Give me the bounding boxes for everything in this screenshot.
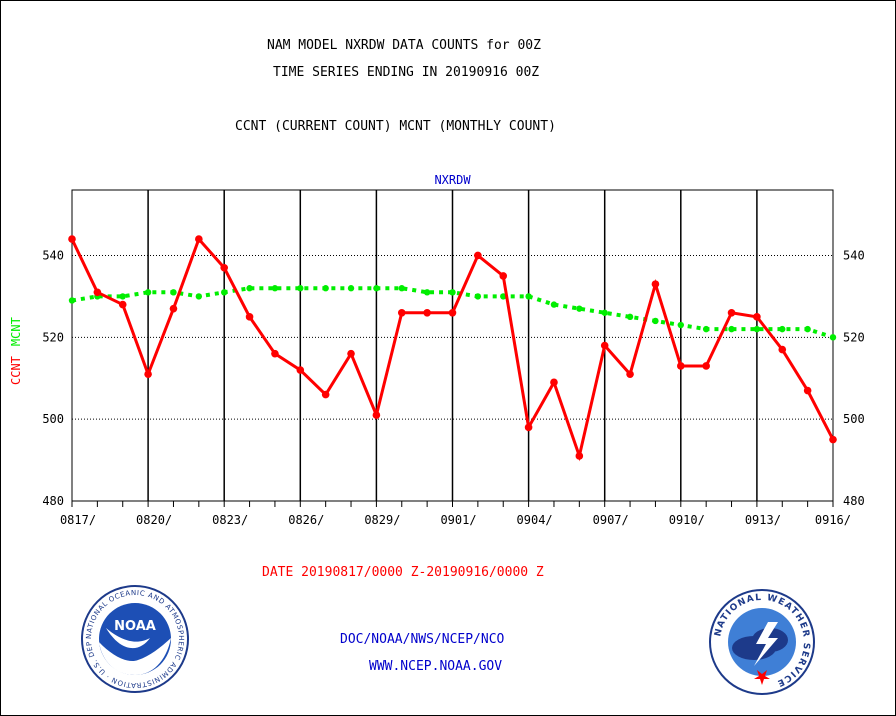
mcnt-point <box>804 325 811 333</box>
mcnt-point <box>221 289 228 296</box>
ccnt-point <box>524 423 533 432</box>
ccnt-point <box>271 349 279 358</box>
ccnt-point <box>778 345 787 354</box>
mcnt-point <box>550 301 558 308</box>
mcnt-point <box>500 293 507 300</box>
ccnt-point <box>499 272 508 280</box>
y-tick-label-right: 540 <box>843 248 865 262</box>
x-tick-label: 0910/ <box>669 513 705 527</box>
x-tick-label: 0904/ <box>517 513 553 527</box>
ccnt-point <box>296 366 305 374</box>
y-axis-label: CCNT MCNT <box>9 317 23 385</box>
ccnt-point <box>600 341 609 350</box>
ccnt-point <box>474 251 482 260</box>
mcnt-point <box>525 293 532 300</box>
x-tick-label: 0826/ <box>288 513 324 527</box>
mcnt-point <box>652 317 659 325</box>
ccnt-point <box>93 288 102 297</box>
ccnt-point <box>575 452 584 460</box>
ccnt-point <box>448 308 457 317</box>
mcnt-point <box>68 297 76 304</box>
ccnt-point <box>397 308 406 317</box>
ccnt-point <box>321 390 330 399</box>
y-tick-label-left: 500 <box>42 412 64 426</box>
ccnt-point <box>829 435 837 444</box>
ccnt-point <box>68 235 76 243</box>
y-tick-label-right: 500 <box>843 412 865 426</box>
ccnt-point <box>753 313 761 321</box>
ccnt-point <box>144 370 152 378</box>
mcnt-point <box>322 285 329 292</box>
ccnt-point <box>626 370 634 378</box>
nws-logo: NATIONAL WEATHER SERVICE <box>709 589 815 695</box>
mcnt-point <box>779 325 786 333</box>
y-axis-label-ccnt: CCNT <box>9 356 23 385</box>
x-tick-label: 0901/ <box>440 513 476 527</box>
chart-subtitle: CCNT (CURRENT COUNT) MCNT (MONTHLY COUNT… <box>235 119 556 134</box>
ccnt-point <box>347 349 355 358</box>
chart-title-line2: TIME SERIES ENDING IN 20190916 00Z <box>273 65 540 80</box>
ccnt-point <box>245 313 254 321</box>
noaa-logo: NATIONAL OCEANIC AND ATMOSPHERIC ADMINIS… <box>80 584 189 693</box>
ccnt-point <box>702 362 710 370</box>
ccnt-point <box>677 362 685 370</box>
mcnt-point <box>398 285 405 292</box>
mcnt-point <box>347 285 355 292</box>
x-tick-label: 0829/ <box>364 513 400 527</box>
x-tick-label: 0823/ <box>212 513 248 527</box>
y-tick-label-left: 520 <box>42 330 64 344</box>
ccnt-point <box>169 304 178 313</box>
ccnt-point <box>220 263 228 272</box>
x-tick-label: 0907/ <box>593 513 629 527</box>
y-tick-label-right: 520 <box>843 330 865 344</box>
date-range-label: DATE 20190817/0000 Z-20190916/0000 Z <box>262 565 544 580</box>
ccnt-point <box>550 378 558 387</box>
y-axis-label-mcnt: MCNT <box>9 317 23 346</box>
ccnt-point <box>195 235 203 243</box>
mcnt-point <box>449 289 456 296</box>
ccnt-point <box>423 308 431 317</box>
x-tick-label: 0916/ <box>815 513 851 527</box>
x-tick-label: 0913/ <box>745 513 781 527</box>
chart-title-line1: NAM MODEL NXRDW DATA COUNTS for 00Z <box>267 38 541 53</box>
mcnt-point <box>626 313 634 321</box>
mcnt-point <box>271 285 279 292</box>
mcnt-point <box>728 325 735 333</box>
y-tick-label-left: 480 <box>42 494 64 508</box>
mcnt-point <box>297 285 304 292</box>
mcnt-point <box>246 285 253 292</box>
mcnt-point <box>576 305 583 312</box>
ncep-website-link[interactable]: WWW.NCEP.NOAA.GOV <box>369 659 503 674</box>
x-tick-label: 0820/ <box>136 513 172 527</box>
mcnt-point <box>195 293 203 300</box>
mcnt-point <box>702 325 710 333</box>
y-tick-label-left: 540 <box>42 248 64 262</box>
mcnt-point <box>753 325 761 333</box>
chart-title: NXRDW <box>434 173 471 187</box>
x-tick-label: 0817/ <box>60 513 96 527</box>
mcnt-point <box>373 285 380 292</box>
org-label: DOC/NOAA/NWS/NCEP/NCO <box>340 632 505 647</box>
mcnt-point <box>423 289 431 296</box>
ccnt-point <box>727 308 736 317</box>
y-tick-label-right: 480 <box>843 494 865 508</box>
ccnt-point <box>651 280 660 288</box>
mcnt-point <box>829 334 837 341</box>
mcnt-point <box>144 289 152 296</box>
mcnt-point <box>677 321 684 329</box>
noaa-logo-text: NOAA <box>114 619 156 634</box>
ccnt-point <box>803 386 812 395</box>
mcnt-point <box>170 289 177 296</box>
mcnt-point <box>119 293 126 300</box>
mcnt-point <box>474 293 482 300</box>
mcnt-point <box>601 309 608 316</box>
ccnt-point <box>372 411 381 419</box>
ccnt-point <box>118 300 127 309</box>
